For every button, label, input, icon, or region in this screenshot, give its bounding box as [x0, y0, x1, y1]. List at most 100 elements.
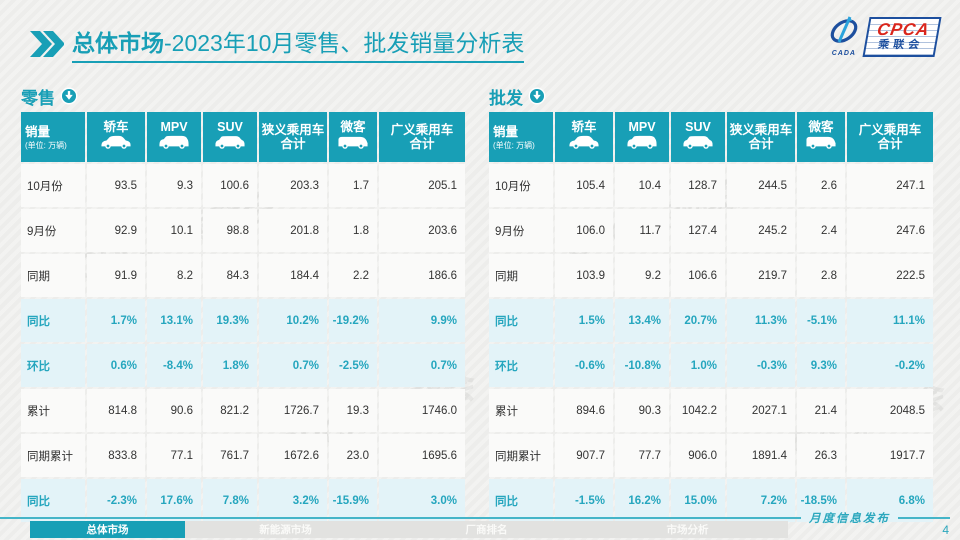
mpv-icon	[627, 135, 657, 149]
wholesale-section-head: 批发	[489, 84, 936, 108]
page-title-rest: -2023年10月零售、批发销量分析表	[164, 30, 525, 56]
table-row: 环比 -0.6% -10.8% 1.0% -0.3% 9.3% -0.2%	[489, 344, 933, 387]
wholesale-panel: 批发 销量 (单位: 万辆) 轿车	[489, 84, 936, 524]
cada-logo-icon: CADA	[826, 16, 862, 57]
col-header-narrow-pv-total: 狭义乘用车 合计	[727, 112, 795, 162]
row-label: 10月份	[489, 164, 553, 207]
cell: 247.6	[847, 209, 933, 252]
cell: 814.8	[87, 389, 145, 432]
cell: 1746.0	[379, 389, 465, 432]
cell: -5.1%	[797, 299, 845, 342]
cell: 184.4	[259, 254, 327, 297]
cell: 21.4	[797, 389, 845, 432]
table-row: 同比 -2.3% 17.6% 7.8% 3.2% -15.9% 3.0%	[21, 479, 465, 522]
cell: -18.5%	[797, 479, 845, 522]
wholesale-table: 销量 (单位: 万辆) 轿车 MPV SUV	[487, 110, 935, 524]
cell: -15.9%	[329, 479, 377, 522]
row-label: 同期	[489, 254, 553, 297]
col-header-sales: 销量 (单位: 万辆)	[489, 112, 553, 162]
col-header-narrow-pv-total: 狭义乘用车 合计	[259, 112, 327, 162]
cpca-logo-chinese: 乘联会	[876, 38, 925, 51]
col-header-sedan: 轿车	[555, 112, 613, 162]
col-header-suv: SUV	[203, 112, 257, 162]
row-label: 9月份	[489, 209, 553, 252]
cell: 84.3	[203, 254, 257, 297]
mpv-icon	[159, 135, 189, 149]
minivan-icon	[806, 136, 836, 149]
footer-nav-inactive: 新能源市场 厂商排名 市场分析	[185, 521, 788, 538]
cell: 11.3%	[727, 299, 795, 342]
cell: -0.6%	[555, 344, 613, 387]
cell: 10.4	[615, 164, 669, 207]
cell: 0.7%	[259, 344, 327, 387]
cell: 3.0%	[379, 479, 465, 522]
cell: 7.2%	[727, 479, 795, 522]
col-header-microvan: 微客	[797, 112, 845, 162]
row-label: 9月份	[21, 209, 85, 252]
circle-down-arrow-icon	[528, 87, 546, 105]
cell: 19.3	[329, 389, 377, 432]
cell: 19.3%	[203, 299, 257, 342]
row-label: 同比	[21, 479, 85, 522]
wholesale-section-title: 批发	[489, 88, 523, 108]
cell: 9.3	[147, 164, 201, 207]
cell: 92.9	[87, 209, 145, 252]
table-row: 同期 91.9 8.2 84.3 184.4 2.2 186.6	[21, 254, 465, 297]
row-label: 同比	[21, 299, 85, 342]
release-label: 月度信息发布	[809, 511, 890, 525]
cell: -0.2%	[847, 344, 933, 387]
tab-oem-ranking[interactable]: 厂商排名	[465, 524, 508, 536]
cell: 15.0%	[671, 479, 725, 522]
cell: 761.7	[203, 434, 257, 477]
table-row: 9月份 92.9 10.1 98.8 201.8 1.8 203.6	[21, 209, 465, 252]
cell: 13.4%	[615, 299, 669, 342]
col-header-mpv: MPV	[615, 112, 669, 162]
cell: 26.3	[797, 434, 845, 477]
cell: 8.2	[147, 254, 201, 297]
cell: 90.3	[615, 389, 669, 432]
cell: 91.9	[87, 254, 145, 297]
retail-section-title: 零售	[21, 88, 55, 108]
cell: 77.7	[615, 434, 669, 477]
cell: 9.3%	[797, 344, 845, 387]
col-header-broad-pv-total: 广义乘用车 合计	[847, 112, 933, 162]
cell: 1042.2	[671, 389, 725, 432]
cell: 9.2	[615, 254, 669, 297]
table-row: 同期累计 833.8 77.1 761.7 1672.6 23.0 1695.6	[21, 434, 465, 477]
cell: -2.3%	[87, 479, 145, 522]
cell: 2027.1	[727, 389, 795, 432]
row-label: 同期累计	[489, 434, 553, 477]
col-header-sales: 销量 (单位: 万辆)	[21, 112, 85, 162]
cell: 10.1	[147, 209, 201, 252]
retail-panel: 零售 销量 (单位: 万辆) 轿车	[21, 84, 468, 524]
cell: 821.2	[203, 389, 257, 432]
cada-logo-text: CADA	[831, 50, 856, 57]
cell: 0.6%	[87, 344, 145, 387]
retail-table: 销量 (单位: 万辆) 轿车 MPV SUV	[19, 110, 467, 524]
col-header-sedan: 轿车	[87, 112, 145, 162]
suv-icon	[215, 135, 245, 149]
cell: 2.8	[797, 254, 845, 297]
page-title: 总体市场-2023年10月零售、批发销量分析表	[72, 24, 525, 63]
unit-label: (单位: 万辆)	[25, 140, 67, 150]
cell: 894.6	[555, 389, 613, 432]
cell: 186.6	[379, 254, 465, 297]
table-row: 环比 0.6% -8.4% 1.8% 0.7% -2.5% 0.7%	[21, 344, 465, 387]
cell: 222.5	[847, 254, 933, 297]
cell: -19.2%	[329, 299, 377, 342]
cell: 2.2	[329, 254, 377, 297]
tab-market-analysis[interactable]: 市场分析	[666, 524, 709, 536]
cell: 11.1%	[847, 299, 933, 342]
page-title-highlight: 总体市场	[72, 30, 164, 56]
cell: 907.7	[555, 434, 613, 477]
cell: 90.6	[147, 389, 201, 432]
cpca-logo: CADA CPCA 乘联会	[826, 16, 942, 57]
tab-overall-market[interactable]: 总体市场	[30, 521, 185, 538]
cell: 1.7	[329, 164, 377, 207]
cell: 23.0	[329, 434, 377, 477]
cell: 3.2%	[259, 479, 327, 522]
page-number: 4	[942, 523, 949, 537]
tab-nev-market[interactable]: 新能源市场	[259, 524, 312, 536]
cell: 1.7%	[87, 299, 145, 342]
col-header-microvan: 微客	[329, 112, 377, 162]
